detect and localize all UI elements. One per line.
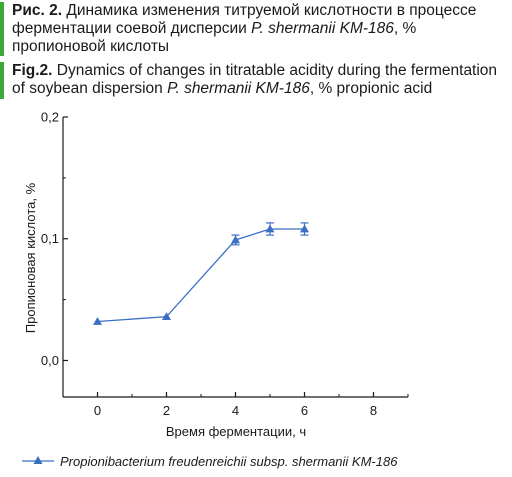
chart-axes: 0,0 0,1 0,2 0 2 4 6 8 (41, 110, 409, 418)
caption-en-text: Dynamics of changes in titratable acidit… (12, 62, 498, 97)
caption-en-label: Fig.2. (12, 62, 53, 79)
x-tick-label: 0 (94, 403, 101, 418)
x-axis-title: Время ферментации, ч (166, 424, 306, 439)
caption-russian: Рис. 2. Динамика изменения титруемой кис… (12, 2, 508, 56)
data-point-marker (300, 224, 309, 233)
caption-ru-strain: P. shermanii KM-186 (251, 20, 394, 37)
data-point-marker (265, 224, 275, 233)
caption-english: Fig.2. Dynamics of changes in titratable… (12, 62, 508, 98)
y-tick-label: 0,2 (41, 110, 59, 125)
x-tick-label: 4 (232, 403, 239, 418)
caption-en-text-end: , % propionic acid (309, 80, 433, 97)
caption-accent-bar-en (0, 62, 4, 99)
y-tick-label: 0,1 (41, 231, 59, 246)
caption-ru-text-end: , % пропионовой кислоты (12, 20, 417, 55)
data-point-marker (93, 317, 102, 325)
legend-marker-triangle (33, 456, 43, 464)
chart-series (93, 222, 309, 325)
legend-series-label: Propionibacterium freudenreichii subsp. … (60, 454, 398, 469)
y-axis-title: Пропионовая кислота, % (23, 182, 38, 333)
caption-ru-label: Рис. 2. (12, 2, 63, 19)
data-point-marker (231, 235, 240, 244)
caption-en-strain: P. shermanii KM-186 (167, 80, 310, 97)
y-tick-label: 0,0 (41, 353, 59, 368)
caption-accent-bar-ru (0, 2, 4, 56)
x-tick-label: 6 (301, 403, 308, 418)
legend: Propionibacterium freudenreichii subsp. … (22, 454, 398, 469)
caption-ru-text: Динамика изменения титруемой кислотности… (12, 2, 477, 37)
x-tick-label: 8 (370, 403, 377, 418)
x-tick-label: 2 (163, 403, 170, 418)
series-line (97, 228, 305, 323)
data-point-marker (162, 312, 171, 321)
